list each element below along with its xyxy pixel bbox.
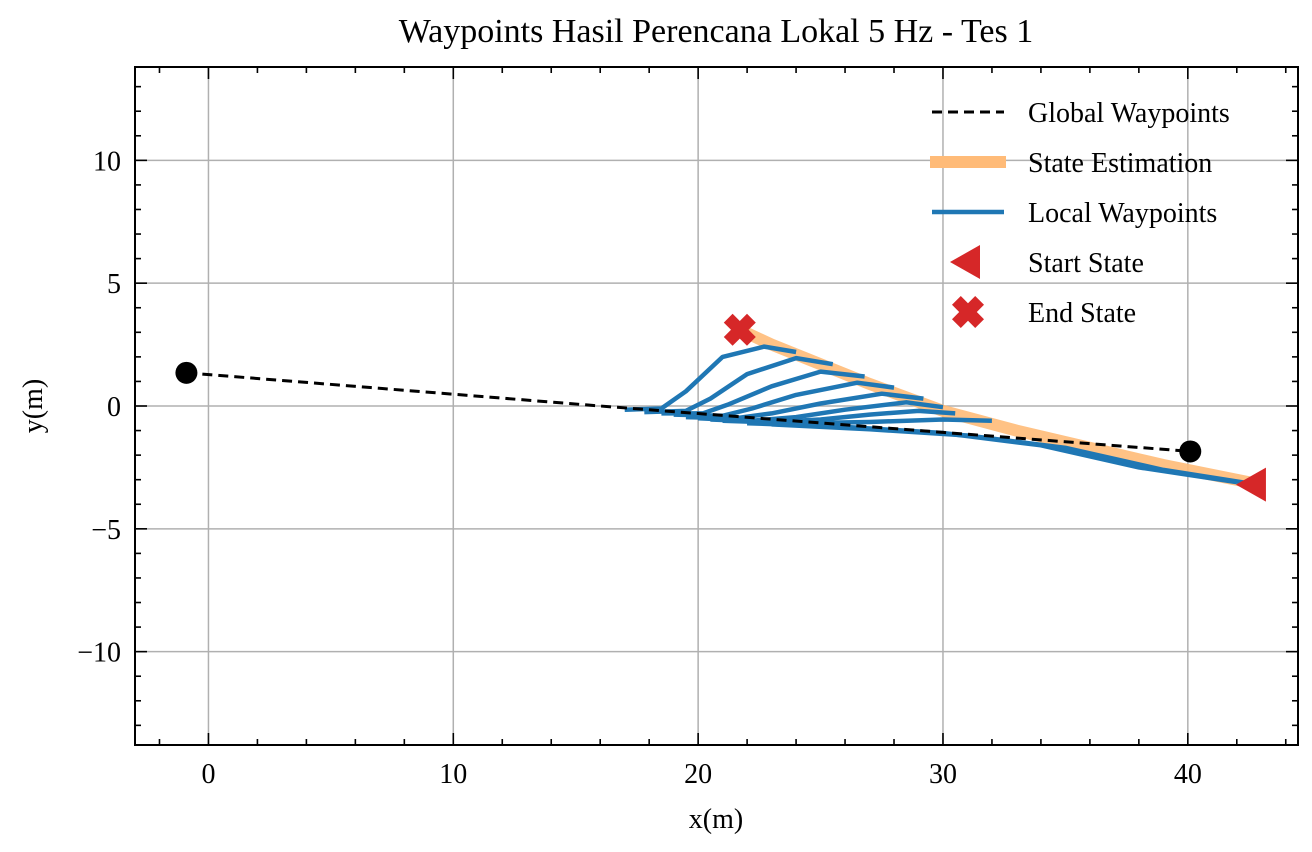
y-tick-label: −5 bbox=[91, 515, 121, 546]
legend-label: Start State bbox=[1028, 248, 1144, 279]
legend-label: State Estimation bbox=[1028, 148, 1212, 179]
grid bbox=[135, 67, 1298, 745]
y-tick-label: 0 bbox=[107, 392, 121, 423]
series-layer bbox=[175, 313, 1266, 502]
ticks-layer: 0 10 20 30 40 −10 −5 0 5 10 bbox=[77, 67, 1298, 790]
y-axis-label: y(m) bbox=[18, 379, 49, 433]
local-waypoints-line bbox=[624, 344, 797, 412]
legend-swatch-start bbox=[950, 245, 980, 279]
x-tick-label: 30 bbox=[929, 759, 957, 790]
legend-item: State Estimation bbox=[930, 148, 1212, 179]
global-waypoint-dot bbox=[175, 361, 198, 384]
x-tick-label: 0 bbox=[201, 759, 215, 790]
legend-item: Global Waypoints bbox=[932, 98, 1230, 129]
y-tick-label: 5 bbox=[107, 269, 121, 300]
y-tick-label: 10 bbox=[93, 146, 121, 177]
x-tick-label: 40 bbox=[1174, 759, 1202, 790]
local-waypoints-line bbox=[747, 420, 1238, 485]
legend-label: Local Waypoints bbox=[1028, 198, 1217, 229]
y-tick-label: −10 bbox=[77, 638, 121, 669]
local-waypoints-line bbox=[644, 355, 834, 415]
x-tick-label: 20 bbox=[684, 759, 712, 790]
chart-title: Waypoints Hasil Perencana Lokal 5 Hz - T… bbox=[399, 13, 1033, 50]
end-state-marker bbox=[723, 313, 756, 346]
legend: Global Waypoints State Estimation Local Wa… bbox=[930, 98, 1230, 329]
global-waypoint-dot bbox=[1179, 440, 1202, 463]
legend-item: End State bbox=[952, 296, 1136, 329]
legend-label: End State bbox=[1028, 298, 1136, 329]
legend-item: Local Waypoints bbox=[932, 198, 1217, 229]
x-tick-label: 10 bbox=[439, 759, 467, 790]
plot-frame bbox=[134, 66, 1299, 746]
local-waypoints-line bbox=[771, 422, 1250, 486]
start-state-marker bbox=[1235, 467, 1266, 502]
x-axis-label: x(m) bbox=[689, 804, 743, 835]
global-waypoints-line bbox=[186, 371, 1191, 453]
legend-label: Global Waypoints bbox=[1028, 98, 1230, 129]
legend-item: Start State bbox=[950, 245, 1144, 279]
legend-swatch-end bbox=[952, 296, 984, 328]
